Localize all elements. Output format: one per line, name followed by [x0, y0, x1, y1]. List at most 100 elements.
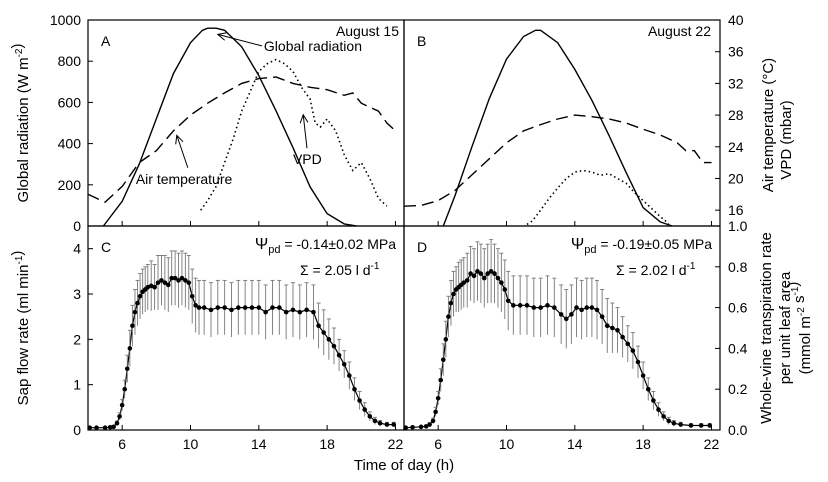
y-axis-label-leaf-area: per unit leaf area: [777, 271, 794, 384]
y-tick-label: 2: [73, 331, 81, 347]
annotation-arrow: [217, 33, 263, 47]
data-point: [162, 280, 168, 285]
x-tick-label: 14: [567, 436, 583, 452]
data-point: [111, 424, 116, 430]
axes-layer: [88, 19, 720, 431]
y-axis-label-air-temperature: Air temperature (°C): [760, 58, 777, 192]
y-tick-label: 600: [58, 94, 82, 110]
y-tick-label: 20: [728, 170, 744, 186]
data-point: [563, 316, 569, 322]
y-tick-label: 40: [728, 12, 744, 28]
panel-frame-B: [403, 19, 721, 227]
data-point: [222, 305, 227, 310]
data-point: [336, 352, 342, 358]
data-point: [538, 305, 543, 310]
data-point: [433, 409, 438, 415]
y-tick-label: 1: [73, 377, 81, 393]
series-air_temperature-A: [87, 76, 396, 204]
data-point: [183, 278, 188, 283]
y-axis-label-sap-flow: Sap flow rate (ml min-1): [9, 251, 32, 406]
data-point: [471, 273, 477, 279]
x-tick-label: 22: [388, 436, 404, 452]
data-point: [94, 425, 99, 431]
data-point: [485, 271, 490, 276]
data-point: [478, 271, 484, 276]
y-axis-label-units: (mmol m-2 s-1): [785, 282, 814, 375]
annotation-label: Air temperature: [136, 171, 233, 187]
data-point: [362, 407, 368, 412]
series-radiation-A: [102, 27, 357, 227]
data-point: [102, 425, 108, 431]
data-point: [270, 305, 275, 310]
data-point: [492, 271, 497, 276]
data-point: [179, 275, 185, 281]
data-point: [283, 309, 289, 315]
data-point: [117, 414, 122, 419]
data-point: [635, 359, 641, 365]
x-tick-label: 14: [251, 436, 267, 452]
y-tick-label: 36: [728, 44, 744, 60]
data-point: [196, 305, 202, 310]
data-point: [208, 307, 214, 313]
y-tick-label: 0.6: [728, 300, 748, 316]
data-point: [326, 337, 332, 342]
data-point: [403, 425, 409, 431]
data-point: [137, 293, 143, 299]
x-tick-label: 22: [704, 436, 720, 452]
data-point: [488, 269, 494, 274]
y-tick-label: 28: [728, 107, 744, 123]
panel-letter-A: A: [101, 33, 111, 49]
data-point: [357, 398, 362, 403]
arrow-head: [175, 134, 184, 145]
sigma-label-D: Σ = 2.02 l d-1: [616, 261, 696, 278]
y-tick-label: 0.0: [728, 422, 748, 438]
data-point: [242, 305, 248, 310]
data-point: [464, 278, 470, 283]
data-point: [189, 293, 195, 299]
y-tick-label: 0: [73, 218, 81, 234]
data-point: [132, 309, 138, 315]
y-tick-label: 400: [58, 136, 82, 152]
y-tick-label: 200: [58, 177, 82, 193]
data-point: [304, 307, 309, 313]
data-point: [316, 323, 321, 329]
data-point: [165, 282, 171, 288]
data-point: [384, 422, 390, 427]
data-point: [430, 418, 436, 424]
y-tick-label: 1.0: [728, 218, 748, 234]
annotation-label: VPD: [293, 151, 322, 167]
annotation-label: Global radiation: [264, 38, 362, 54]
y-tick-label: 800: [58, 53, 82, 69]
x-tick-label: 6: [434, 436, 442, 452]
data-point: [511, 303, 516, 308]
series-vpd-A: [200, 58, 388, 211]
data-point: [620, 334, 625, 340]
data-point: [707, 423, 713, 428]
data-point: [569, 312, 574, 317]
data-point: [341, 361, 347, 367]
data-point: [584, 305, 590, 310]
data-point: [176, 278, 181, 283]
series-vpd-B: [526, 169, 670, 226]
y-tick-label: 1000: [50, 12, 81, 28]
panel-date-B: August 22: [648, 23, 711, 39]
panel-letter-B: B: [417, 33, 426, 49]
data-point: [169, 275, 174, 281]
data-point: [290, 307, 296, 313]
data-point: [615, 327, 620, 333]
y-tick-label: 0.8: [728, 259, 748, 275]
data-point: [367, 414, 373, 419]
psi-label-D: Ψpd = -0.19±0.05 MPa: [571, 236, 712, 256]
data-point: [651, 398, 656, 403]
data-point: [574, 305, 579, 310]
panel-letter-D: D: [417, 239, 427, 255]
data-point: [446, 314, 451, 319]
series-radiation-B: [442, 29, 673, 227]
y-axis-label-transpiration: Whole-vine transpiration rate: [758, 232, 775, 424]
panel-date-A: August 15: [336, 23, 399, 39]
data-point: [640, 373, 646, 378]
data-point: [443, 337, 449, 342]
data-point: [124, 366, 130, 372]
psi-label-C: Ψpd = -0.14±0.02 MPa: [255, 236, 396, 256]
data-point: [135, 300, 140, 306]
